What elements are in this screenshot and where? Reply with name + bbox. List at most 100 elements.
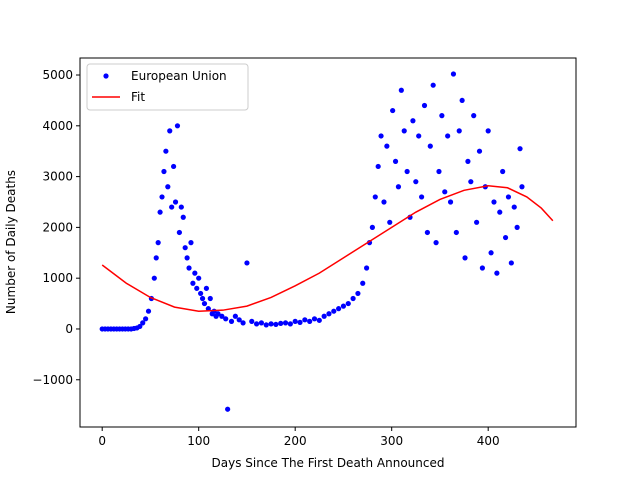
data-point <box>363 265 370 271</box>
data-point <box>378 133 384 139</box>
data-point <box>307 318 313 324</box>
data-point <box>169 204 175 210</box>
data-point <box>517 146 523 152</box>
data-point <box>287 321 293 327</box>
data-point <box>236 317 242 323</box>
x-axis-label: Days Since The First Death Announced <box>212 456 445 470</box>
data-point <box>381 199 387 205</box>
data-point <box>219 313 225 319</box>
data-point <box>421 102 428 109</box>
data-point <box>410 118 416 124</box>
fit-line <box>101 184 554 312</box>
data-point <box>430 82 436 88</box>
data-point <box>321 313 327 319</box>
data-point <box>488 250 494 256</box>
data-point <box>445 133 451 139</box>
y-tick-label: −1000 <box>32 373 73 387</box>
legend-label: Fit <box>131 90 145 104</box>
data-point <box>203 285 210 291</box>
data-point <box>372 194 378 200</box>
x-tick-label: 100 <box>187 434 210 448</box>
data-point <box>244 260 250 266</box>
data-point <box>447 199 454 205</box>
data-point <box>194 285 200 291</box>
data-point <box>137 323 143 330</box>
data-point <box>491 199 497 205</box>
data-point <box>424 229 430 236</box>
data-point <box>476 148 483 154</box>
data-point <box>453 229 459 236</box>
data-point <box>176 229 182 236</box>
data-point <box>436 168 442 175</box>
data-point <box>468 179 474 185</box>
data-point <box>390 107 396 114</box>
x-tick-label: 0 <box>98 434 106 448</box>
x-tick-label: 200 <box>284 434 307 448</box>
data-point <box>282 320 289 326</box>
y-tick-label: 0 <box>65 322 73 336</box>
data-point <box>188 240 194 246</box>
data-point <box>140 320 146 326</box>
data-point <box>273 321 279 328</box>
data-point <box>163 148 169 154</box>
data-point <box>340 303 347 309</box>
data-point <box>268 321 274 327</box>
data-point <box>413 179 419 185</box>
data-point <box>157 209 163 215</box>
data-point <box>199 295 206 302</box>
data-point <box>153 255 159 261</box>
data-point <box>326 311 332 317</box>
data-point <box>442 189 448 195</box>
data-point <box>462 255 468 261</box>
legend-label: European Union <box>131 69 227 83</box>
data-point <box>479 265 485 271</box>
data-point <box>427 143 433 149</box>
data-point <box>336 306 342 312</box>
x-tick-label: 300 <box>380 434 403 448</box>
data-point <box>263 322 269 328</box>
data-point <box>450 71 457 77</box>
data-point <box>485 128 491 134</box>
y-tick-label: 2000 <box>42 220 73 234</box>
data-point <box>292 318 298 324</box>
data-point <box>297 319 303 325</box>
data-point <box>494 270 500 276</box>
data-point <box>369 224 375 230</box>
data-point <box>514 224 520 230</box>
data-point <box>433 240 439 246</box>
data-point <box>398 87 404 93</box>
data-point <box>404 168 410 175</box>
data-point <box>311 316 318 322</box>
y-tick-label: 3000 <box>42 170 73 184</box>
data-point <box>178 204 184 210</box>
data-point <box>278 320 284 326</box>
data-point <box>350 295 356 302</box>
data-point <box>249 318 255 324</box>
data-point <box>171 163 177 170</box>
data-point <box>500 168 506 175</box>
data-point <box>182 245 188 251</box>
y-axis-label: Number of Daily Deaths <box>4 170 18 314</box>
data-point <box>360 280 366 286</box>
data-point <box>201 300 208 307</box>
data-point <box>416 133 422 139</box>
data-point <box>180 214 186 220</box>
data-point <box>143 316 149 322</box>
data-point <box>196 275 202 281</box>
x-tick-label: 400 <box>477 434 500 448</box>
data-point <box>232 313 238 319</box>
data-point <box>167 128 173 134</box>
data-point <box>165 184 171 190</box>
data-point <box>355 290 361 297</box>
data-point <box>375 163 381 170</box>
data-point <box>497 209 503 215</box>
data-point <box>519 184 525 190</box>
y-tick-label: 1000 <box>42 271 73 285</box>
data-point <box>258 320 265 326</box>
data-point <box>302 317 308 323</box>
data-point <box>151 275 157 281</box>
data-point <box>215 311 221 317</box>
data-point <box>155 240 161 246</box>
data-point <box>172 199 179 205</box>
